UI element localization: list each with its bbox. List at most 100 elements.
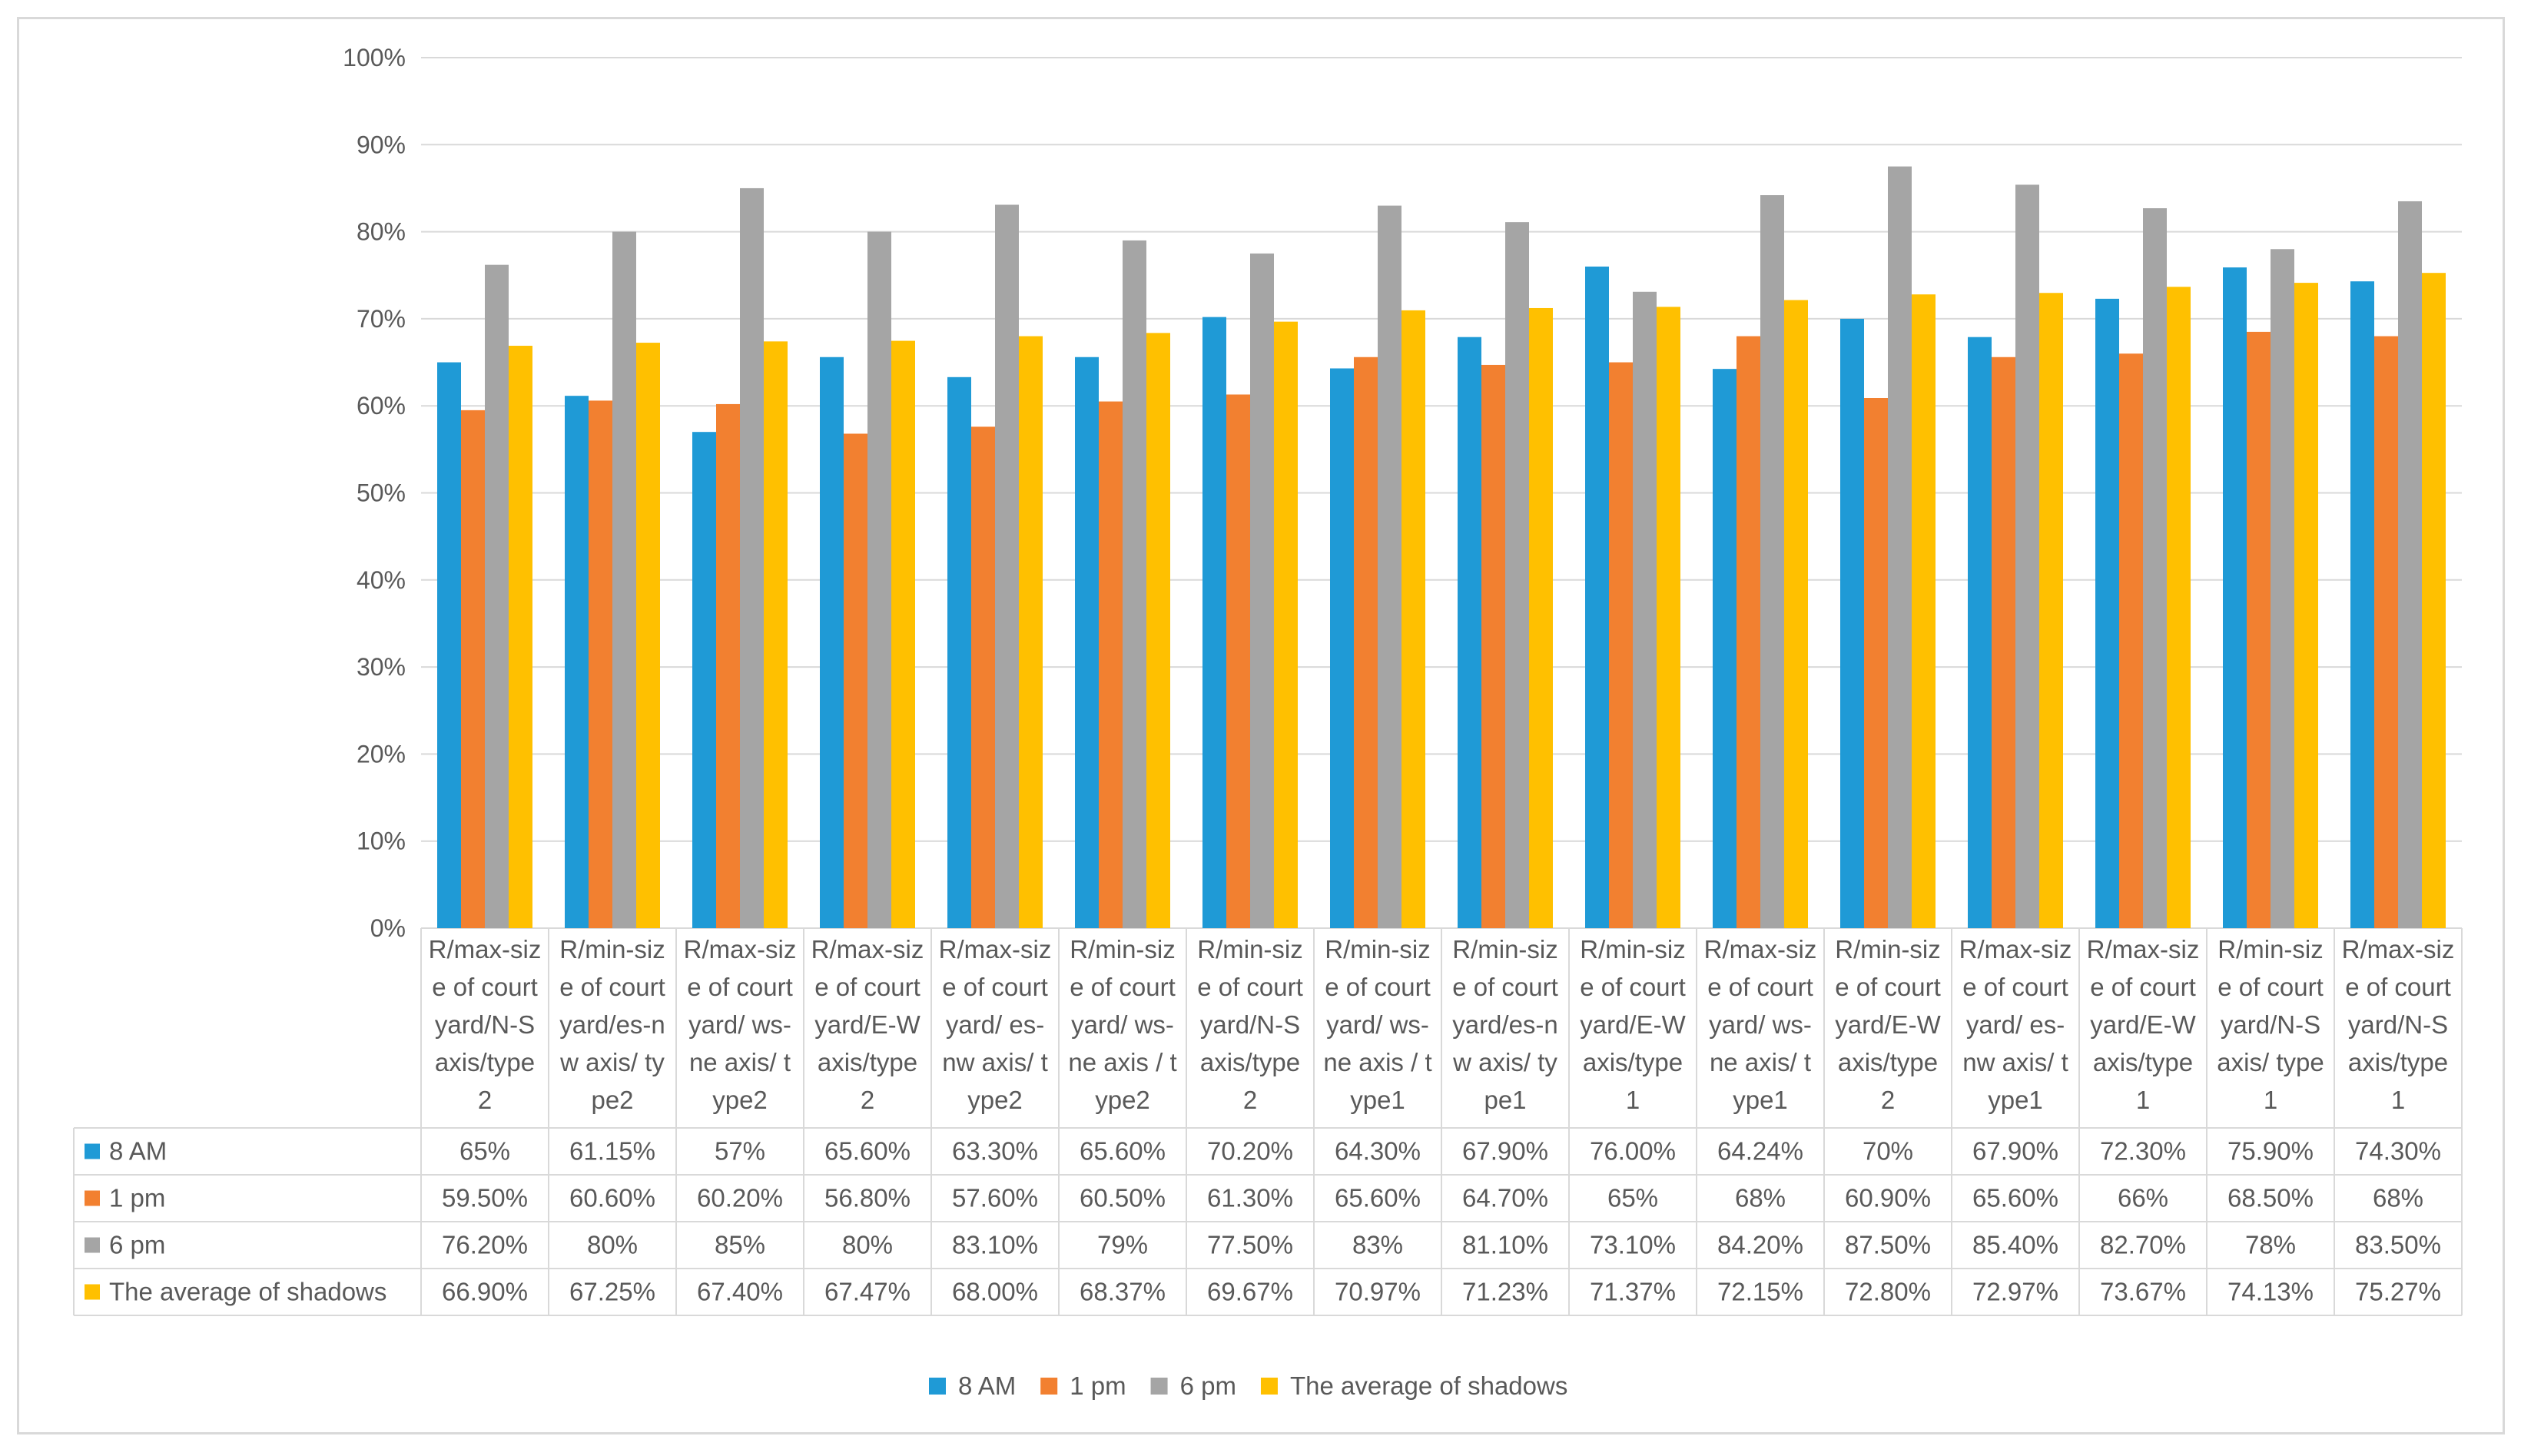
series-row-label: The average of shadows [109, 1278, 386, 1306]
category-label: 2 [1881, 1086, 1895, 1114]
data-value-label: 64.30% [1335, 1137, 1421, 1166]
category-label: 2 [861, 1086, 874, 1114]
category-label: ype2 [712, 1086, 768, 1114]
category-label: R/max-siz [811, 935, 924, 963]
bar [1657, 307, 1680, 928]
data-value-label: 65% [459, 1137, 510, 1166]
series-key-swatch [85, 1284, 100, 1300]
bar [820, 357, 844, 928]
series-row-label: 8 AM [109, 1137, 167, 1166]
data-value-label: 73.67% [2100, 1278, 2186, 1306]
data-value-label: 68.37% [1080, 1278, 1166, 1306]
data-value-label: 83.50% [2355, 1231, 2441, 1259]
data-value-label: 85.40% [1972, 1231, 2058, 1259]
bar [2294, 283, 2318, 929]
bar [461, 410, 485, 928]
data-value-label: 68% [1735, 1184, 1786, 1212]
data-value-label: 63.30% [952, 1137, 1038, 1166]
bar [1202, 317, 1226, 928]
category-label: e of court [432, 973, 538, 1001]
data-value-label: 70.20% [1207, 1137, 1293, 1166]
bar [2374, 336, 2398, 928]
data-value-label: 70.97% [1335, 1278, 1421, 1306]
bar [1713, 369, 1737, 929]
category-label: yard/N-S [2221, 1010, 2320, 1039]
bar [1401, 310, 1425, 928]
category-label: yard/E-W [2090, 1010, 2196, 1039]
category-label: yard/ es- [946, 1010, 1044, 1039]
data-value-label: 80% [842, 1231, 893, 1259]
category-label: axis/type [2093, 1048, 2193, 1076]
data-value-label: 67.47% [824, 1278, 911, 1306]
series-key-swatch [85, 1237, 100, 1253]
data-value-label: 71.23% [1462, 1278, 1548, 1306]
bar [716, 403, 740, 928]
bar [1992, 357, 2015, 928]
category-label: yard/E-W [1580, 1010, 1686, 1039]
category-label: yard/es-n [1452, 1010, 1558, 1039]
bar [2039, 293, 2063, 929]
category-label: yard/N-S [1200, 1010, 1300, 1039]
bar [947, 376, 971, 928]
bar [1458, 337, 1481, 928]
bar [1099, 401, 1123, 928]
data-value-label: 65.60% [1080, 1137, 1166, 1166]
category-label: yard/ es- [1966, 1010, 2065, 1039]
bar [2119, 353, 2143, 929]
category-label: pe1 [1484, 1086, 1526, 1114]
bar [1505, 222, 1529, 929]
data-value-label: 72.15% [1717, 1278, 1803, 1306]
category-label: R/max-siz [684, 935, 797, 963]
category-label: 1 [2264, 1086, 2277, 1114]
bar [2422, 273, 2446, 928]
category-label: R/min-siz [1452, 935, 1558, 963]
data-value-label: 74.13% [2227, 1278, 2314, 1306]
category-label: yard/ ws- [688, 1010, 791, 1039]
category-label: e of court [814, 973, 920, 1001]
bar [995, 204, 1019, 928]
data-value-label: 61.30% [1207, 1184, 1293, 1212]
bar [692, 432, 716, 928]
data-value-label: 68.50% [2227, 1184, 2314, 1212]
category-label: yard/es-n [559, 1010, 665, 1039]
bar [509, 346, 532, 928]
category-label: R/max-siz [1959, 935, 2072, 963]
y-tick-label: 30% [357, 653, 406, 681]
category-label: w axis/ ty [559, 1048, 665, 1076]
y-tick-label: 100% [343, 44, 406, 71]
data-value-label: 80% [587, 1231, 638, 1259]
category-label: R/min-siz [1835, 935, 1941, 963]
category-label: e of court [1070, 973, 1176, 1001]
legend-label: 6 pm [1180, 1371, 1236, 1400]
category-label: ype2 [967, 1086, 1023, 1114]
bar [1378, 205, 1401, 928]
data-value-label: 72.80% [1845, 1278, 1931, 1306]
category-label: axis/type [818, 1048, 917, 1076]
data-value-label: 77.50% [1207, 1231, 1293, 1259]
bar [764, 341, 788, 928]
category-label: axis/type [1200, 1048, 1300, 1076]
legend-label: 1 pm [1070, 1371, 1126, 1400]
bar [2350, 281, 2374, 928]
data-value-label: 84.20% [1717, 1231, 1803, 1259]
bar [1354, 357, 1378, 928]
category-label: e of court [2090, 973, 2196, 1001]
data-value-label: 87.50% [1845, 1231, 1931, 1259]
data-value-label: 68.00% [952, 1278, 1038, 1306]
data-value-label: 72.97% [1972, 1278, 2058, 1306]
data-value-label: 82.70% [2100, 1231, 2186, 1259]
bar [1609, 362, 1633, 928]
bar [740, 187, 764, 928]
category-label: e of court [1707, 973, 1813, 1001]
category-label: axis/type [1583, 1048, 1683, 1076]
data-value-label: 76.00% [1590, 1137, 1676, 1166]
bar [1888, 166, 1912, 928]
y-tick-label: 0% [370, 914, 406, 942]
series-key-swatch [85, 1190, 100, 1206]
bar [1737, 336, 1760, 928]
data-value-label: 61.15% [569, 1137, 655, 1166]
bar [1123, 240, 1146, 928]
bar [2015, 184, 2039, 929]
category-label: 2 [1243, 1086, 1257, 1114]
